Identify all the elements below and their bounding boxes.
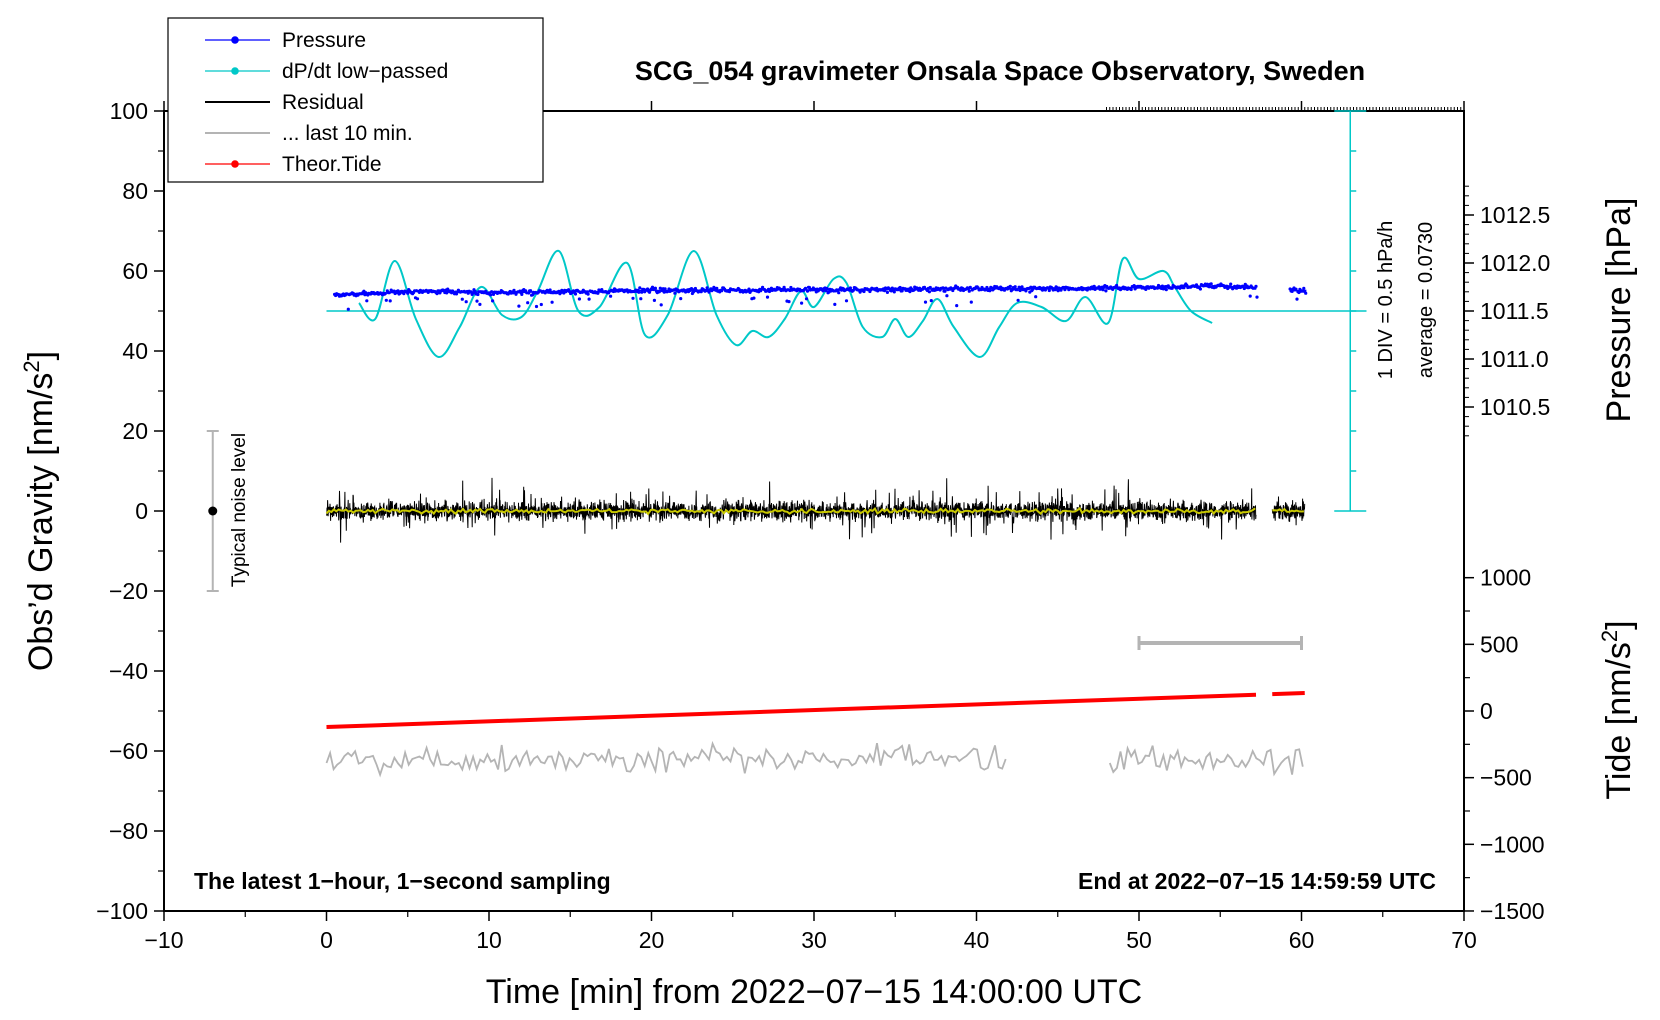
x-tick-label: 30 [801, 927, 827, 953]
pressure-tick-label: 1012.0 [1480, 250, 1550, 276]
legend-label: dP/dt low−passed [282, 60, 448, 83]
x-tick-label: 40 [964, 927, 990, 953]
y-tick-label: 40 [122, 338, 148, 364]
y-tick-label: 100 [110, 98, 148, 124]
pressure-tick-label: 1010.5 [1480, 394, 1550, 420]
tide-line [326, 692, 1257, 729]
tide-tick-label: −500 [1480, 765, 1532, 791]
legend-label: ... last 10 min. [282, 122, 413, 145]
y-axis-ticks: −100 −80 −60 −40 −20 0 20 40 60 80 100 [96, 98, 164, 924]
y-tick-label: 80 [122, 178, 148, 204]
series-dpdt-low-passed [358, 249, 1213, 359]
y-axis-label: Obs’d Gravity [nm/s2] [19, 351, 60, 671]
legend-swatch-dot [231, 160, 239, 168]
series-last-10-min [325, 740, 1304, 778]
dpdt-scale-bar [1334, 110, 1367, 512]
legend-label: Theor.Tide [282, 153, 382, 176]
noise-bar-center [208, 506, 218, 516]
pressure-axis-ticks: 1010.5 1011.0 1011.5 1012.0 1012.5 [1464, 185, 1550, 437]
tide-tick-label: −1500 [1480, 898, 1545, 924]
pressure-tick-label: 1012.5 [1480, 202, 1550, 228]
legend-box [167, 17, 544, 183]
y-tick-label: −60 [109, 738, 148, 764]
x-tick-label: 50 [1126, 927, 1152, 953]
y-tick-label: 20 [122, 418, 148, 444]
chart-title: SCG_054 gravimeter Onsala Space Observat… [635, 56, 1365, 86]
x-tick-label: −10 [144, 927, 183, 953]
y-tick-label: −100 [96, 898, 148, 924]
legend: Pressure dP/dt low−passed Residual ... last… [167, 17, 544, 183]
footer-right-note: End at 2022−07−15 14:59:59 UTC [1078, 868, 1436, 894]
legend-swatch-dot [231, 36, 239, 44]
pressure-line [334, 285, 1307, 296]
last-10-min-range-bar [1137, 636, 1303, 650]
tide-tick-label: 1000 [1480, 565, 1531, 591]
x-tick-label: 0 [320, 927, 333, 953]
noise-level-bar [206, 430, 219, 592]
footer-left-note: The latest 1−hour, 1−second sampling [194, 868, 611, 894]
tide-line [1272, 691, 1305, 697]
tide-tick-label: 500 [1480, 631, 1518, 657]
tide-tick-label: −1000 [1480, 831, 1545, 857]
y-tick-label: 60 [122, 258, 148, 284]
dpdt-average-label: average = 0.0730 [1415, 222, 1437, 378]
x-tick-label: 20 [639, 927, 665, 953]
y-tick-label: 0 [135, 498, 148, 524]
last-10-min-line [325, 740, 1304, 778]
noise-level-label: Typical noise level [229, 433, 250, 587]
x-axis-label: Time [min] from 2022−07−15 14:00:00 UTC [486, 973, 1142, 1011]
pressure-tick-label: 1011.0 [1480, 346, 1549, 372]
pressure-tick-label: 1011.5 [1480, 298, 1549, 324]
x-axis-ticks: −10 0 10 20 30 40 50 60 70 [144, 101, 1477, 953]
y-tick-label: −40 [109, 658, 148, 684]
dpdt-curve [358, 249, 1213, 359]
pressure-axis-label: Pressure [hPa] [1600, 198, 1638, 423]
y-tick-label: −80 [109, 818, 148, 844]
dpdt-scale-label: 1 DIV = 0.5 hPa/h [1375, 221, 1397, 379]
tide-tick-label: 0 [1480, 698, 1493, 724]
legend-label: Pressure [282, 29, 366, 52]
y-tick-label: −20 [109, 578, 148, 604]
x-tick-label: 70 [1451, 927, 1477, 953]
legend-swatch-dot [231, 67, 239, 75]
x-tick-label: 10 [476, 927, 502, 953]
tide-axis-label: Tide [nm/s2] [1597, 620, 1638, 799]
series-pressure [333, 282, 1308, 311]
series-residual-smoothed [325, 506, 1304, 516]
x-tick-label: 60 [1289, 927, 1315, 953]
legend-label: Residual [282, 91, 364, 114]
residual-smoothed-line [325, 506, 1304, 516]
tide-axis-ticks: 1000 500 0 −500 −1000 −1500 [1464, 565, 1545, 924]
series-theoretical-tide [326, 691, 1305, 729]
